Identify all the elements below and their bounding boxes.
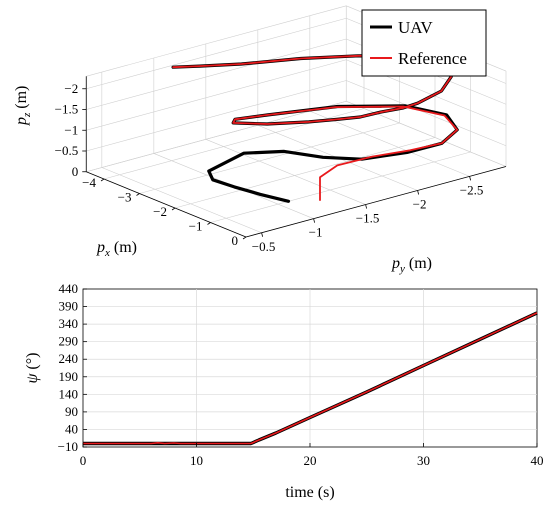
- y-tick-label: 290: [59, 334, 79, 349]
- py-tick-mark: [313, 218, 315, 223]
- py-tick-mark: [469, 176, 471, 181]
- grid-line: [86, 17, 347, 90]
- y-tick-label: −10: [58, 439, 78, 454]
- py-tick-label: −2: [413, 196, 427, 211]
- pz-tick-label: −2: [64, 81, 78, 96]
- py-tick-label: −2.5: [460, 182, 484, 197]
- grid-line: [174, 137, 436, 209]
- legend: UAV Reference: [361, 9, 487, 77]
- reference-yaw-line: [83, 312, 538, 445]
- grid-line: [205, 139, 366, 205]
- py-tick-mark: [261, 232, 263, 237]
- time-axis-label: time (s): [285, 484, 334, 501]
- grid-line: [86, 5, 347, 77]
- grid-2d: [83, 289, 537, 447]
- legend-label-uav: UAV: [398, 18, 433, 37]
- y-tick-label: 440: [59, 281, 79, 296]
- pz-tick-label: −1.5: [55, 102, 79, 117]
- pz-tick-label: 0: [72, 164, 79, 179]
- grid-line: [86, 38, 347, 110]
- grid-line: [346, 100, 507, 167]
- px-tick-mark: [136, 193, 140, 196]
- px-tick-mark: [100, 178, 105, 182]
- legend-box: [361, 9, 487, 77]
- y-tick-label: 140: [59, 386, 79, 401]
- yaw-lines: [83, 311, 538, 446]
- pz-tick-label: −1: [64, 122, 78, 137]
- pz-axis-label: pz (m): [13, 86, 33, 126]
- x-tick-label: 0: [80, 453, 87, 468]
- y-tick-label: 240: [59, 351, 79, 366]
- pz-tick-label: −0.5: [55, 143, 79, 158]
- x-tick-label: 20: [304, 453, 317, 468]
- y-tick-label: 340: [59, 316, 79, 331]
- px-tick-label: −4: [82, 175, 96, 190]
- px-tick-label: −1: [189, 219, 203, 234]
- x-tick-label: 30: [417, 453, 430, 468]
- py-axis-line: [245, 166, 507, 238]
- grid-line: [309, 110, 470, 177]
- trajectory-lines-3d: [171, 54, 459, 203]
- ticks-2d: 0 10 20 30 40 −10 40 90 140 190 240 290 340 390 440: [58, 281, 544, 468]
- y-tick-label: 390: [59, 299, 79, 314]
- px-tick-label: −2: [153, 204, 167, 219]
- ticks-3d: −4 −3 −2 −1 0 −0.5 −1 −1.5 −2 −2.5 −2 −1.5 −1 −0.5 0: [55, 81, 484, 254]
- grid-line: [86, 59, 347, 131]
- py-tick-mark: [417, 190, 419, 195]
- grid-line: [210, 151, 471, 223]
- x-tick-label: 40: [531, 453, 544, 468]
- px-tick-mark: [171, 207, 176, 211]
- px-tick-label: −3: [118, 190, 132, 205]
- y-tick-label: 90: [65, 404, 78, 419]
- legend-label-reference: Reference: [398, 49, 467, 68]
- trajectory-3d-plot: −4 −3 −2 −1 0 −0.5 −1 −1.5 −2 −2.5 −2 −1.5 −1 −0.5 0 p…: [13, 5, 507, 275]
- grid-line: [86, 100, 347, 173]
- px-axis-label: px (m): [96, 239, 137, 259]
- py-tick-label: −1.5: [356, 211, 380, 226]
- yaw-time-plot: 0 10 20 30 40 −10 40 90 140 190 240 290 340 390 440 ti…: [24, 281, 544, 501]
- py-tick-label: −0.5: [252, 239, 276, 254]
- x-tick-label: 10: [190, 453, 203, 468]
- grid-line: [139, 122, 400, 194]
- px-axis-line: [86, 171, 247, 238]
- grid-line: [346, 80, 507, 147]
- py-axis-label: py (m): [391, 255, 432, 275]
- uav-trajectory: [171, 54, 459, 203]
- py-tick-mark: [365, 204, 367, 209]
- px-tick-mark: [242, 236, 247, 240]
- y-tick-label: 190: [59, 369, 79, 384]
- grid-line: [101, 167, 262, 234]
- yaw-axis-label: ψ (°): [24, 353, 41, 384]
- y-tick-label: 40: [65, 421, 78, 436]
- py-tick-label: −1: [309, 225, 323, 240]
- px-tick-mark: [207, 222, 211, 225]
- px-tick-label: 0: [232, 233, 239, 248]
- grid-line: [86, 80, 347, 152]
